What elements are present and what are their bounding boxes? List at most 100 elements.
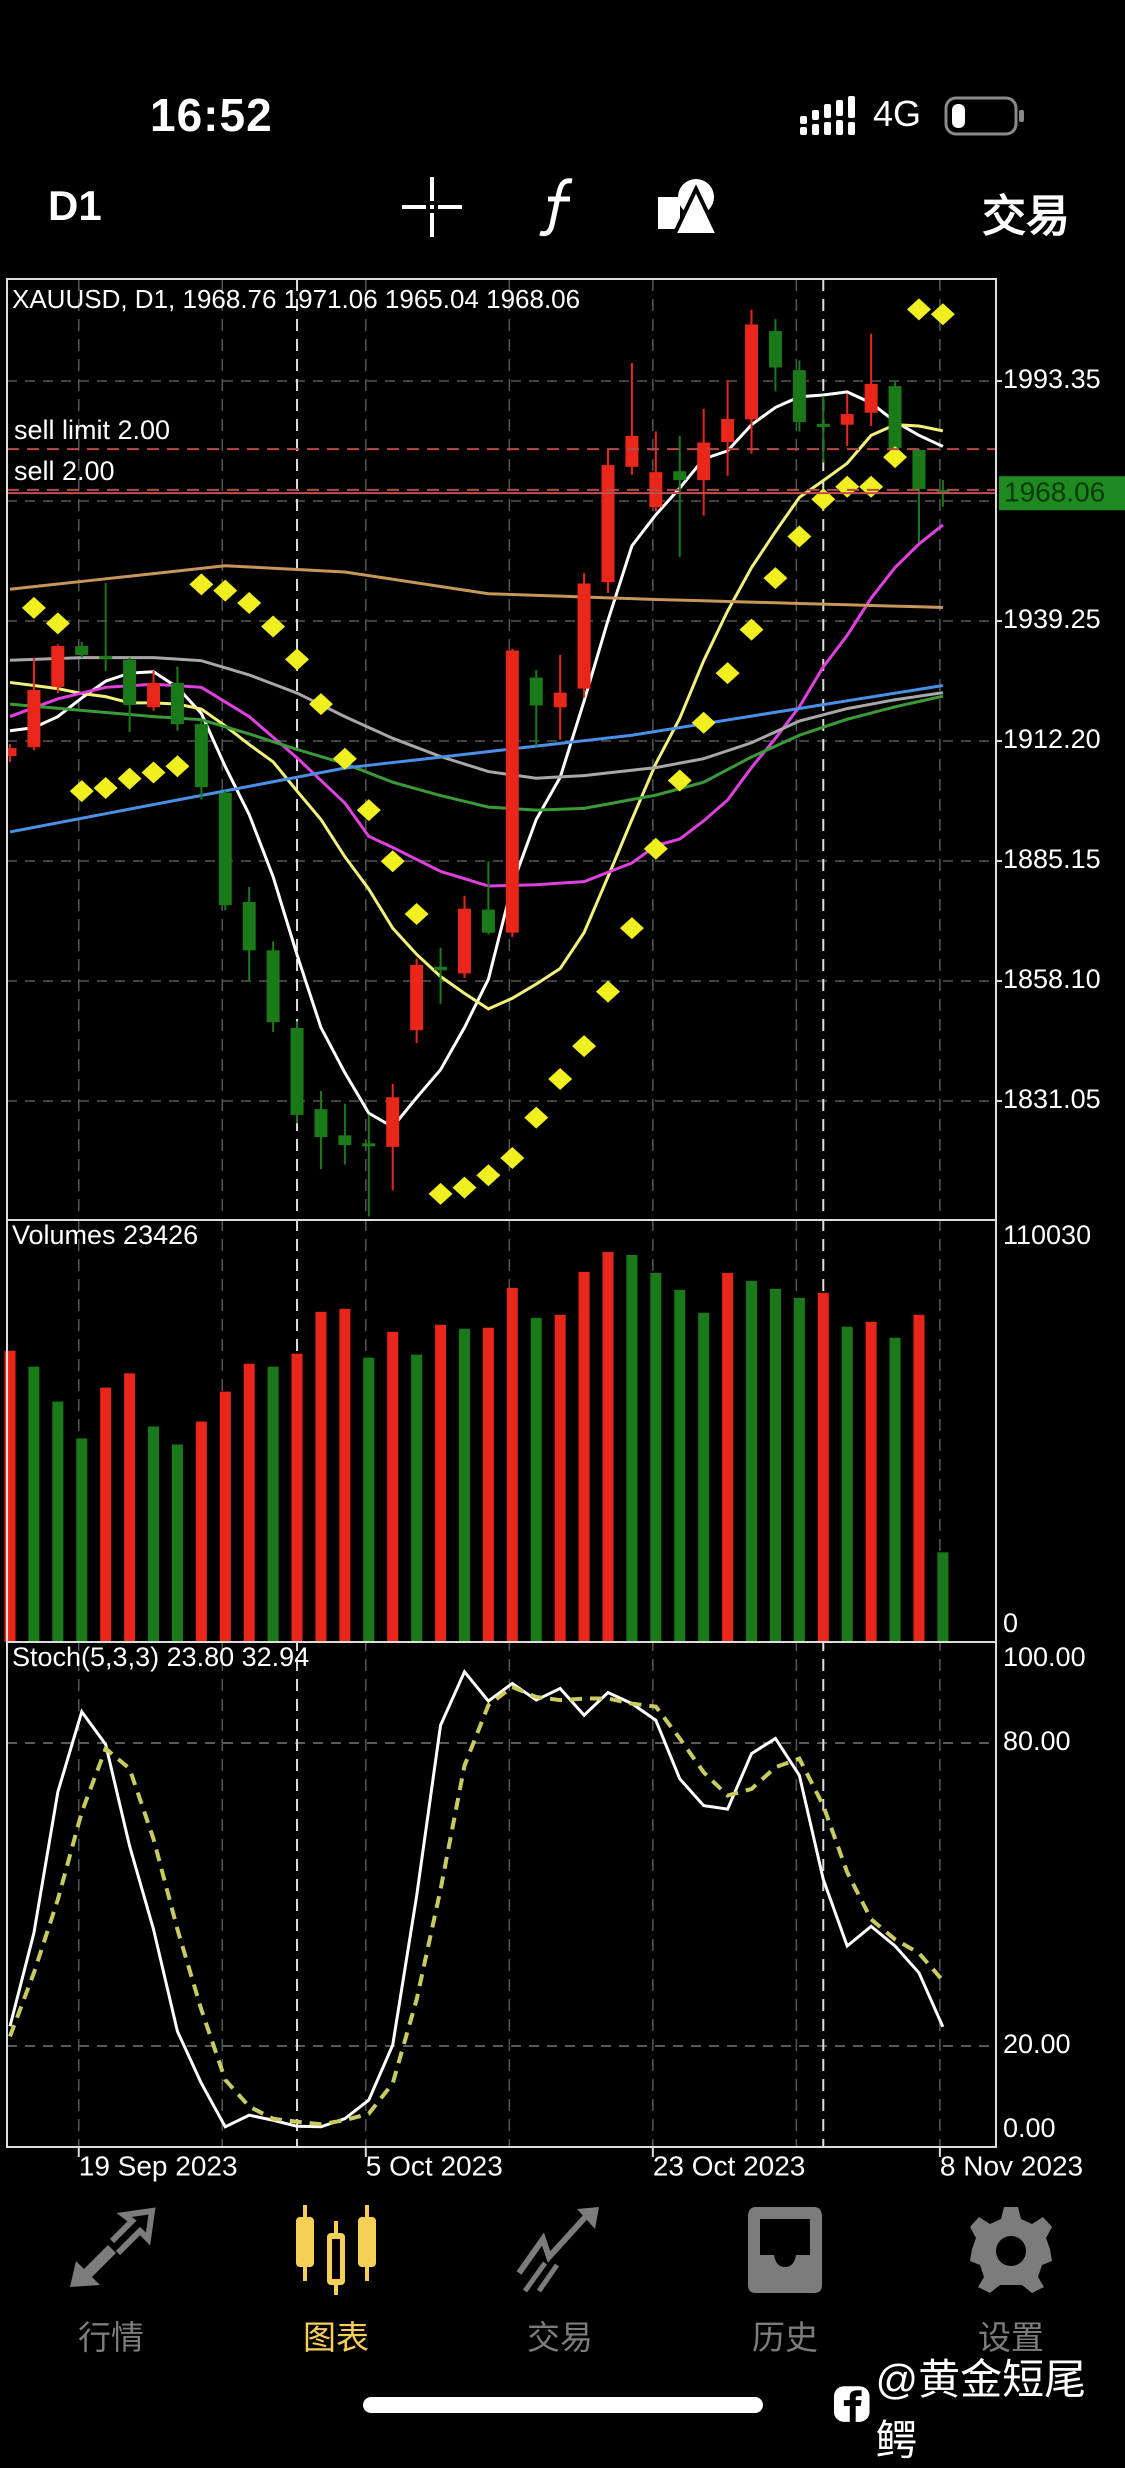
facebook-logo-icon — [832, 2382, 872, 2432]
volume-bar — [770, 1289, 781, 1642]
sar-dot — [476, 1164, 500, 1186]
sar-dot — [596, 981, 620, 1003]
candle-body — [721, 419, 734, 442]
candle-body — [75, 646, 88, 655]
quotes-arrows-icon — [66, 2205, 156, 2295]
candle-body — [410, 965, 423, 1030]
volume-bar — [28, 1367, 39, 1642]
nav-label: 图表 — [256, 2311, 416, 2359]
volume-bar — [650, 1273, 661, 1642]
candle-body — [123, 660, 136, 705]
nav-quotes[interactable]: 行情 — [31, 2205, 191, 2359]
candle-body — [99, 656, 112, 659]
candle-body — [243, 902, 256, 950]
candle-body — [267, 950, 280, 1022]
stoch-axis-label: 80.00 — [1003, 1726, 1071, 1756]
volume-bar — [698, 1313, 709, 1642]
sar-dot — [381, 850, 405, 872]
volume-bar — [794, 1298, 805, 1642]
volume-bar — [148, 1427, 159, 1642]
sar-dot — [548, 1068, 572, 1090]
sar-dot — [620, 917, 644, 939]
candle-body — [865, 384, 878, 413]
stoch-axis-label: 0.00 — [1003, 2113, 1056, 2143]
sar-dot — [740, 619, 764, 641]
volume-bar — [315, 1312, 326, 1642]
volume-bar — [292, 1354, 303, 1642]
candle-body — [4, 748, 17, 756]
volume-bar — [100, 1388, 111, 1642]
volume-bar — [722, 1273, 733, 1642]
sar-dot — [692, 712, 716, 734]
volume-bar — [674, 1290, 685, 1642]
candle-body — [482, 910, 495, 933]
candle-body — [291, 1028, 304, 1115]
volume-bar — [555, 1315, 566, 1642]
price-axis-label: 1831.05 — [1003, 1084, 1101, 1114]
history-inbox-icon — [740, 2205, 830, 2295]
panel-frame-2 — [7, 1642, 996, 2147]
sar-dot — [644, 838, 668, 860]
volume-bar — [603, 1252, 614, 1642]
sar-dot — [237, 592, 261, 614]
nav-history[interactable]: 历史 — [705, 2205, 865, 2359]
sar-dot — [189, 573, 213, 595]
volume-bar — [746, 1281, 757, 1642]
candle-body — [769, 331, 782, 367]
volume-bar — [124, 1373, 135, 1642]
volume-bar — [459, 1329, 470, 1642]
volume-bar — [531, 1318, 542, 1642]
candle-body — [195, 724, 208, 787]
volume-bar — [483, 1328, 494, 1642]
candle-body — [219, 793, 232, 905]
stoch-line-signal — [10, 1687, 943, 2124]
candle-body — [171, 683, 184, 724]
candle-body — [912, 450, 925, 489]
candle-body — [434, 967, 447, 971]
candle-body — [625, 436, 638, 467]
nav-label: 交易 — [480, 2311, 640, 2359]
candle-body — [554, 693, 567, 708]
stoch-line-main — [10, 1672, 943, 2127]
candle-body — [673, 471, 686, 480]
volume-bar — [842, 1327, 853, 1642]
candle-body — [506, 650, 519, 932]
nav-label: 行情 — [31, 2311, 191, 2359]
watermark-text: @黄金短尾鳄 — [876, 2346, 1125, 2468]
sar-dot — [94, 777, 118, 799]
date-label: 8 Nov 2023 — [940, 2150, 1083, 2181]
volume-bar — [268, 1367, 279, 1642]
stoch-axis-label: 20.00 — [1003, 2029, 1071, 2059]
date-label: 5 Oct 2023 — [366, 2150, 503, 2181]
price-chart[interactable]: XAUUSD, D1, 1968.76 1971.06 1965.04 1968… — [0, 0, 1125, 2200]
volume-axis-label: 0 — [1003, 1608, 1018, 1638]
sar-dot — [118, 768, 142, 790]
candle-body — [602, 465, 615, 582]
date-label: 23 Oct 2023 — [653, 2150, 806, 2181]
sar-dot — [572, 1035, 596, 1057]
volume-bar — [890, 1338, 901, 1642]
sar-dot — [787, 525, 811, 547]
volume-bar — [196, 1422, 207, 1642]
settings-gear-icon — [966, 2205, 1056, 2295]
sar-dot — [22, 597, 46, 619]
home-indicator[interactable] — [363, 2397, 763, 2413]
nav-settings[interactable]: 设置 — [931, 2205, 1091, 2359]
sar-dot — [859, 476, 883, 498]
sar-dot — [835, 476, 859, 498]
sar-dot — [46, 612, 70, 634]
volume-bar — [435, 1325, 446, 1642]
volume-bar — [579, 1272, 590, 1642]
sar-dot — [716, 662, 740, 684]
candle-body — [578, 584, 591, 689]
candle-body — [817, 424, 830, 427]
stoch-axis-label: 100.00 — [1003, 1642, 1086, 1672]
volume-legend: Volumes 23426 — [12, 1220, 198, 1250]
nav-chart[interactable]: 图表 — [256, 2205, 416, 2359]
nav-trade[interactable]: 交易 — [480, 2205, 640, 2359]
candle-body — [841, 414, 854, 425]
candle-body — [745, 324, 758, 419]
moving-average-line-3 — [10, 658, 943, 779]
candle-body — [386, 1097, 399, 1147]
sar-dot — [668, 769, 692, 791]
